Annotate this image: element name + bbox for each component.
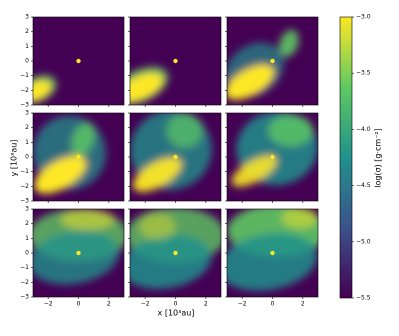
y-tick-label: −3 xyxy=(20,198,29,205)
density-blob xyxy=(130,234,212,289)
y-tick-label: −1 xyxy=(20,168,29,175)
y-tick-label: −1 xyxy=(20,72,29,79)
y-axis-label: y [10³au] xyxy=(10,140,19,177)
y-tick-label: 0 xyxy=(25,250,29,257)
x-tick-label: −2 xyxy=(44,301,53,308)
colorbar-tick-label: −3.5 xyxy=(356,70,371,77)
density-blob xyxy=(33,230,119,285)
x-tick-label: −2 xyxy=(238,301,247,308)
x-tick-label: 0 xyxy=(271,301,275,308)
density-blob xyxy=(279,29,299,57)
y-tick-label: 1 xyxy=(25,139,29,146)
y-tick-label: −2 xyxy=(20,279,29,286)
density-blob xyxy=(231,155,277,187)
density-blob xyxy=(166,113,203,149)
y-tick-label: −1 xyxy=(20,264,29,271)
density-panel xyxy=(128,112,222,203)
y-tick-label: −2 xyxy=(20,183,29,190)
density-panel xyxy=(225,16,319,107)
star xyxy=(76,154,81,160)
colorbar-tick-label: −4.0 xyxy=(356,126,371,133)
y-tick-label: 2 xyxy=(25,124,29,131)
density-blob xyxy=(227,232,318,291)
density-blob xyxy=(130,72,163,102)
density-blob xyxy=(34,155,87,194)
star xyxy=(76,58,81,64)
star xyxy=(173,58,178,64)
y-tick-label: −2 xyxy=(20,87,29,94)
density-blob xyxy=(139,213,176,240)
y-tick-label: 3 xyxy=(25,14,29,21)
density-panel: −2 0 2 xyxy=(225,208,319,308)
density-blob xyxy=(267,114,314,147)
y-tick-label: 3 xyxy=(25,206,29,213)
colorbar xyxy=(339,16,353,299)
colorbar-tick-label: −4.5 xyxy=(356,182,371,189)
colorbar-tick-label: −5.0 xyxy=(356,238,371,245)
density-blob xyxy=(60,209,115,231)
density-panel xyxy=(225,112,319,203)
density-panel: −3 −2 −1 0 1 2 3 xyxy=(20,14,125,109)
x-tick-label: 2 xyxy=(107,301,111,308)
density-panel: −3 −2 −1 0 1 2 3 xyxy=(20,110,125,205)
y-tick-label: −3 xyxy=(20,294,29,301)
star xyxy=(270,154,275,160)
density-blob xyxy=(71,122,95,157)
x-tick-label: 0 xyxy=(174,301,178,308)
y-tick-label: 0 xyxy=(25,154,29,161)
star xyxy=(76,250,81,256)
y-tick-label: 1 xyxy=(25,235,29,242)
y-tick-label: 0 xyxy=(25,58,29,65)
star xyxy=(270,58,275,64)
density-panel: −2 0 2 −3 −2 −1 0 1 2 3 xyxy=(20,206,125,308)
x-tick-label: 0 xyxy=(77,301,81,308)
density-blob xyxy=(33,80,52,102)
density-panel xyxy=(128,16,222,107)
y-tick-label: 1 xyxy=(25,43,29,50)
star xyxy=(173,154,178,160)
star xyxy=(173,250,178,256)
y-tick-label: −3 xyxy=(20,102,29,109)
x-axis-label: x [10³au] xyxy=(158,309,195,318)
density-blob xyxy=(281,209,318,229)
y-tick-label: 3 xyxy=(25,110,29,117)
colorbar-tick-label: −3.0 xyxy=(356,14,371,21)
density-blob xyxy=(132,157,182,192)
y-tick-label: 2 xyxy=(25,220,29,227)
x-tick-label: 2 xyxy=(301,301,305,308)
density-panel: −2 0 2 xyxy=(128,208,222,308)
y-tick-label: 2 xyxy=(25,28,29,35)
density-blob xyxy=(227,64,275,100)
x-tick-label: −2 xyxy=(141,301,150,308)
colorbar-label: log(σ) [g·cm⁻²] xyxy=(374,128,383,188)
x-tick-label: 2 xyxy=(204,301,208,308)
star xyxy=(270,250,275,256)
colorbar-tick-label: −5.5 xyxy=(356,295,371,302)
